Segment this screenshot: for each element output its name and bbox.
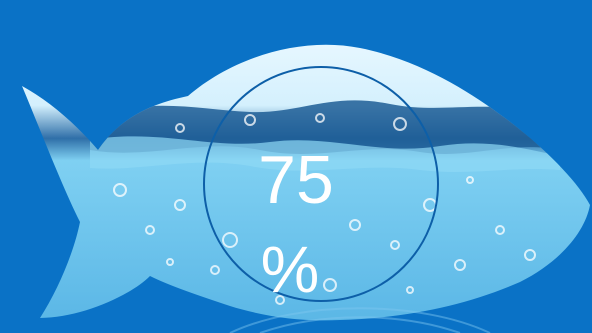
percentage-unit: % [260,232,320,306]
percentage-ring [203,66,439,302]
percentage-value: 75 [258,142,334,218]
